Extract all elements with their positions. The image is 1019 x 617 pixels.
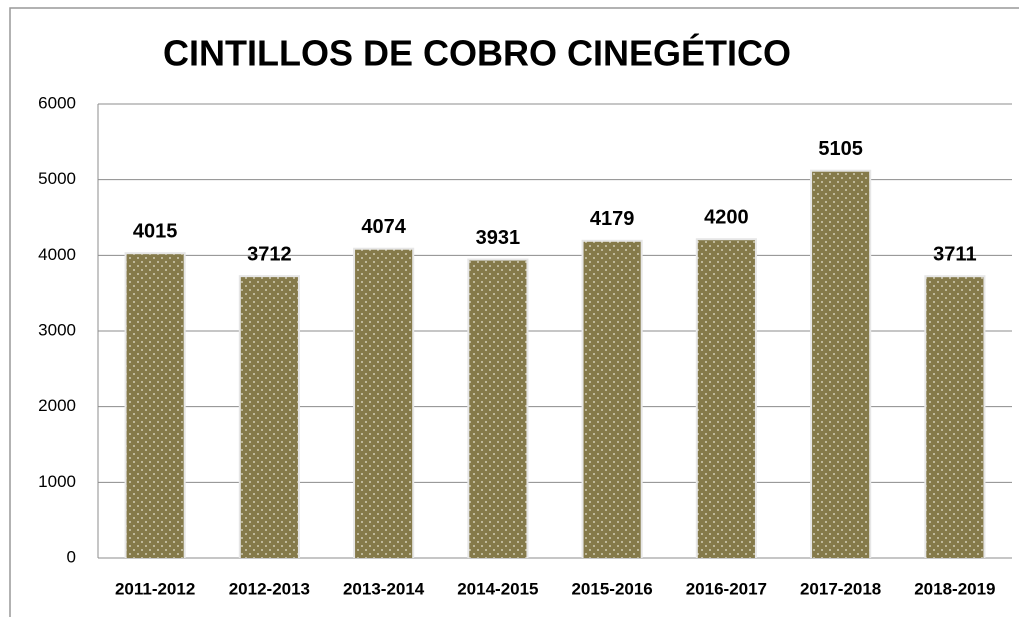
x-tick-label: 2011-2012 — [115, 579, 195, 598]
data-label: 4179 — [590, 208, 635, 230]
x-tick-label: 2017-2018 — [800, 579, 881, 598]
y-tick-label: 3000 — [38, 320, 76, 339]
data-label: 5105 — [818, 138, 863, 160]
bar — [240, 277, 298, 558]
x-tick-label: 2013-2014 — [343, 579, 425, 598]
y-tick-label: 1000 — [38, 472, 76, 491]
x-tick-label: 2012-2013 — [229, 579, 310, 598]
data-label: 3931 — [476, 227, 521, 249]
x-tick-label: 2014-2015 — [457, 579, 538, 598]
y-tick-label: 2000 — [38, 396, 76, 415]
data-label: 3711 — [933, 243, 976, 265]
bar — [926, 277, 984, 558]
y-tick-label: 6000 — [38, 93, 76, 112]
data-label: 4200 — [704, 206, 749, 228]
bar — [583, 241, 641, 558]
bar — [469, 260, 527, 558]
bar — [126, 254, 184, 558]
frame — [9, 7, 1019, 617]
data-label: 4074 — [361, 216, 406, 238]
data-label: 3712 — [247, 243, 292, 265]
x-tick-label: 2016-2017 — [686, 579, 767, 598]
x-tick-label: 2018-2019 — [914, 579, 995, 598]
y-tick-label: 4000 — [38, 245, 76, 264]
y-tick-label: 0 — [67, 547, 76, 566]
y-tick-label: 5000 — [38, 169, 76, 188]
chart-title: CINTILLOS DE COBRO CINEGÉTICO — [163, 33, 791, 74]
bar — [697, 240, 755, 558]
data-label: 4015 — [133, 220, 178, 242]
x-tick-label: 2015-2016 — [571, 579, 652, 598]
bar — [355, 249, 413, 558]
bar — [812, 171, 870, 558]
